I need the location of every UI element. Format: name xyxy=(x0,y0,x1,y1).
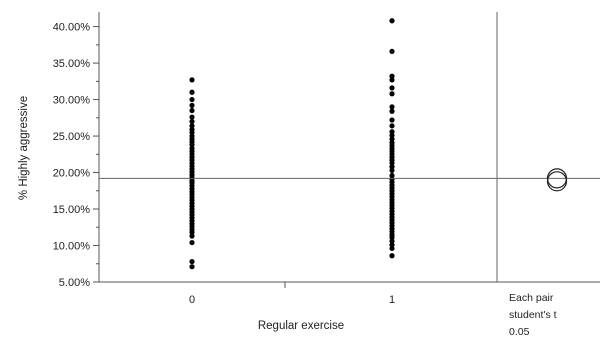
data-point xyxy=(389,73,395,79)
data-point xyxy=(389,85,395,91)
data-point xyxy=(389,136,395,142)
data-point xyxy=(189,96,195,103)
data-points xyxy=(189,18,395,270)
y-tick-label: 10.00% xyxy=(53,241,91,253)
comparison-label: Each pair xyxy=(509,292,554,304)
data-point xyxy=(189,142,195,148)
data-point xyxy=(389,164,395,170)
data-point xyxy=(389,234,395,241)
data-point xyxy=(189,264,195,270)
y-axis: 5.00% 10.00% 15.00% 20.00% 25.00% 30.00% 35.00… xyxy=(53,22,99,289)
plot-frame xyxy=(98,12,600,283)
y-tick-label: 15.00% xyxy=(53,204,91,216)
data-point xyxy=(189,114,195,120)
data-point xyxy=(189,102,195,109)
data-point xyxy=(389,160,395,166)
data-point xyxy=(389,91,395,97)
data-point xyxy=(389,108,395,114)
data-point xyxy=(389,129,395,135)
x-tick-label: 0 xyxy=(189,294,195,306)
data-point xyxy=(189,129,195,136)
data-point xyxy=(389,245,395,252)
comparison-label: student's t xyxy=(509,309,557,321)
data-point xyxy=(389,238,395,244)
y-tick-label: 20.00% xyxy=(53,168,91,180)
y-axis-label: % Highly aggressive xyxy=(18,96,30,200)
comparison-panel: Each pair student's t 0.05 xyxy=(509,168,568,338)
data-point xyxy=(389,117,395,123)
data-point xyxy=(389,18,395,24)
data-point xyxy=(189,239,195,246)
y-tick-label: 30.00% xyxy=(53,95,91,107)
y-tick-label: 25.00% xyxy=(53,131,91,143)
data-point xyxy=(189,229,195,235)
data-point xyxy=(389,172,395,179)
data-point xyxy=(189,118,195,125)
data-point xyxy=(389,242,395,248)
data-point xyxy=(389,167,395,173)
data-point xyxy=(189,107,195,114)
data-point xyxy=(189,123,195,129)
data-point xyxy=(389,132,395,138)
data-point xyxy=(389,253,395,259)
data-point xyxy=(389,77,395,83)
comparison-label: 0.05 xyxy=(509,326,530,338)
x-tick-label: 1 xyxy=(389,294,395,306)
y-tick-label: 40.00% xyxy=(53,22,91,34)
data-point xyxy=(189,77,195,83)
data-point xyxy=(189,233,195,239)
x-axis-label: Regular exercise xyxy=(258,320,344,332)
data-point xyxy=(189,258,195,265)
data-point xyxy=(389,104,395,110)
y-tick-label: 35.00% xyxy=(53,58,91,70)
comparison-circle xyxy=(546,171,568,192)
data-point xyxy=(389,123,395,129)
data-point xyxy=(389,48,395,55)
y-tick-label: 5.00% xyxy=(59,277,90,289)
data-point xyxy=(189,89,195,95)
